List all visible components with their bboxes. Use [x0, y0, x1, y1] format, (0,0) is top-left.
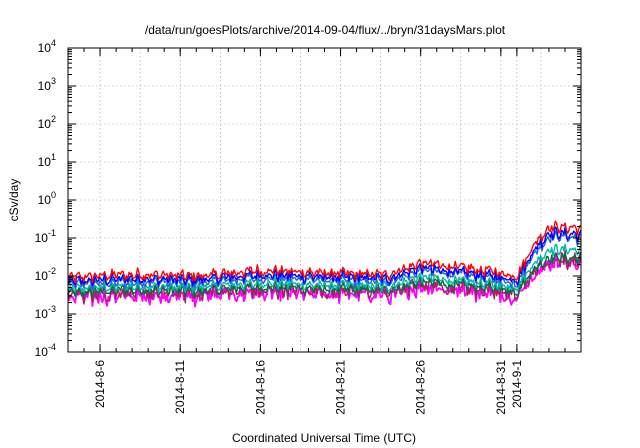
- y-tick-label: 10-4: [35, 342, 56, 359]
- series-line: [67, 226, 582, 287]
- series-layer: [67, 220, 582, 308]
- x-tick-labels: 2014-8-6 2014-8-11 2014-8-16 2014-8-21 2014-…: [93, 360, 524, 415]
- chart-title: /data/run/goesPlots/archive/2014-09-04/f…: [145, 23, 506, 37]
- x-tick-label: 2014-8-16: [253, 360, 267, 415]
- x-tick-label: 2014-8-31: [494, 360, 508, 415]
- grid: [68, 48, 581, 352]
- y-tick-labels: 104 103 102 101 100 10-1 10-2 10-3 10-4: [35, 38, 56, 359]
- x-tick-label: 2014-9-1: [510, 360, 524, 408]
- y-tick-label: 102: [38, 114, 56, 131]
- x-tick-label: 2014-8-26: [414, 360, 428, 415]
- y-tick-label: 104: [38, 38, 56, 55]
- x-tick-label: 2014-8-11: [173, 360, 187, 414]
- y-tick-label: 103: [38, 76, 56, 93]
- series-line: [67, 243, 582, 294]
- y-tick-label: 10-1: [35, 228, 56, 245]
- x-tick-label: 2014-8-6: [93, 360, 107, 408]
- y-tick-label: 101: [38, 152, 56, 169]
- x-tick-label: 2014-8-21: [334, 360, 348, 415]
- y-tick-label: 10-2: [35, 266, 56, 283]
- y-axis-label: cSv/day: [7, 179, 21, 222]
- x-axis-label: Coordinated Universal Time (UTC): [232, 431, 416, 445]
- y-tick-label: 10-3: [35, 304, 56, 321]
- axis-ticks: [67, 47, 582, 353]
- y-tick-label: 100: [38, 190, 56, 207]
- series-line: [67, 220, 582, 284]
